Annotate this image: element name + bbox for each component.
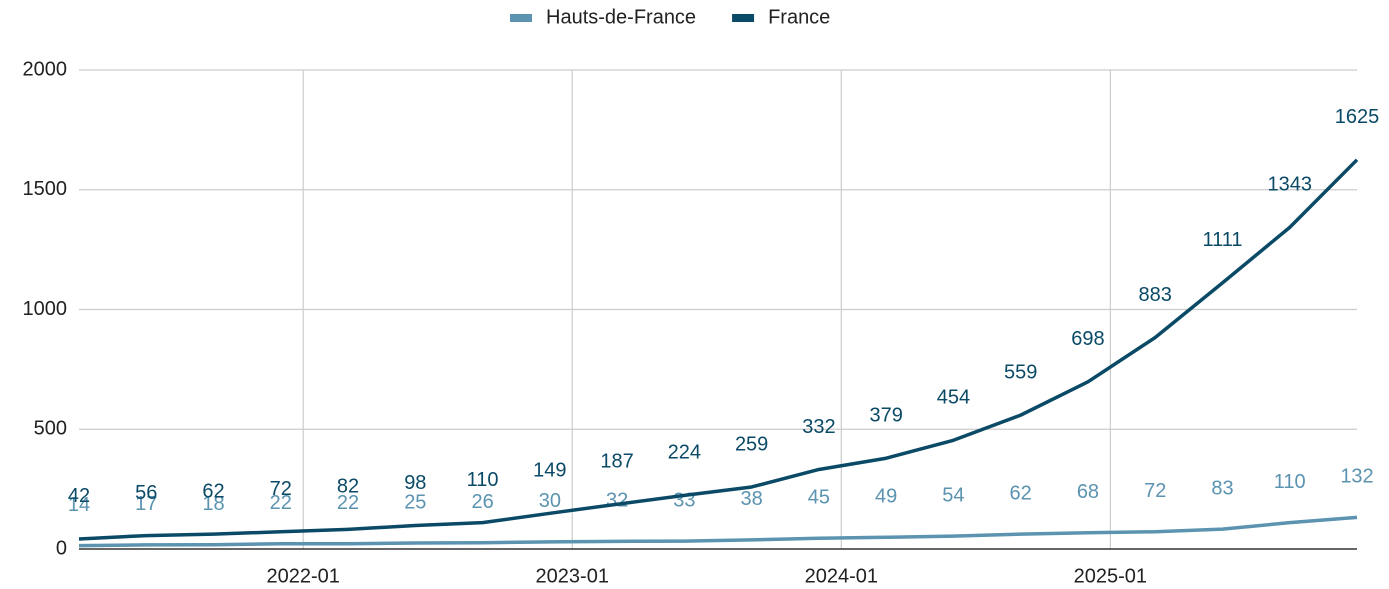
data-label: 1111	[1202, 229, 1242, 251]
data-label: 224	[668, 442, 701, 464]
data-label: 49	[875, 486, 897, 508]
data-label: 42	[68, 485, 90, 507]
data-label: 62	[202, 480, 224, 502]
data-label: 132	[1340, 466, 1373, 488]
y-tick-label: 0	[56, 537, 67, 559]
line	[78, 158, 1359, 541]
data-label: 110	[1274, 471, 1306, 493]
data-label: 45	[808, 487, 830, 509]
data-label: 332	[802, 416, 835, 438]
data-label: 379	[869, 405, 902, 427]
data-label: 14	[68, 494, 90, 516]
data-label: 54	[942, 484, 964, 506]
y-tick-label: 2000	[23, 58, 68, 80]
data-label: 83	[1211, 477, 1233, 499]
legend-swatch	[732, 14, 755, 22]
data-label: 82	[337, 476, 359, 498]
data-label: 72	[1144, 480, 1166, 502]
data-label: 259	[735, 433, 768, 455]
data-label: 38	[741, 488, 763, 510]
data-label: 72	[270, 478, 292, 500]
y-tick-label: 500	[34, 418, 67, 440]
data-label: 62	[1010, 482, 1032, 504]
data-label: 32	[606, 490, 628, 512]
data-label: 149	[533, 460, 566, 482]
data-label: 559	[1004, 361, 1037, 383]
y-tick-label: 1000	[23, 298, 68, 320]
data-label: 883	[1139, 284, 1172, 306]
legend-swatch	[510, 14, 532, 22]
data-label: 698	[1071, 328, 1104, 350]
data-label: 25	[404, 491, 426, 513]
x-tick-label: 2023-01	[536, 565, 609, 587]
data-label: 187	[600, 450, 633, 472]
x-tick-label: 2022-01	[267, 565, 340, 587]
data-label: 68	[1077, 481, 1099, 503]
data-label: 1625	[1335, 106, 1380, 128]
legend-label: Hauts-de-France	[546, 6, 696, 28]
legend-label: France	[768, 6, 830, 28]
y-tick-label: 1500	[23, 178, 68, 200]
data-label: 1343	[1267, 174, 1312, 196]
x-tick-label: 2024-01	[805, 565, 878, 587]
data-label: 454	[937, 387, 970, 409]
line	[78, 515, 1358, 548]
data-label: 110	[467, 469, 499, 491]
data-label: 22	[337, 492, 359, 514]
data-label: 17	[135, 493, 157, 515]
data-label: 22	[270, 492, 292, 514]
data-label: 56	[135, 482, 157, 504]
data-label: 18	[202, 493, 224, 515]
x-tick-label: 2025-01	[1074, 565, 1147, 587]
data-label: 30	[539, 490, 561, 512]
data-label: 98	[404, 472, 426, 494]
data-label: 26	[471, 491, 493, 513]
